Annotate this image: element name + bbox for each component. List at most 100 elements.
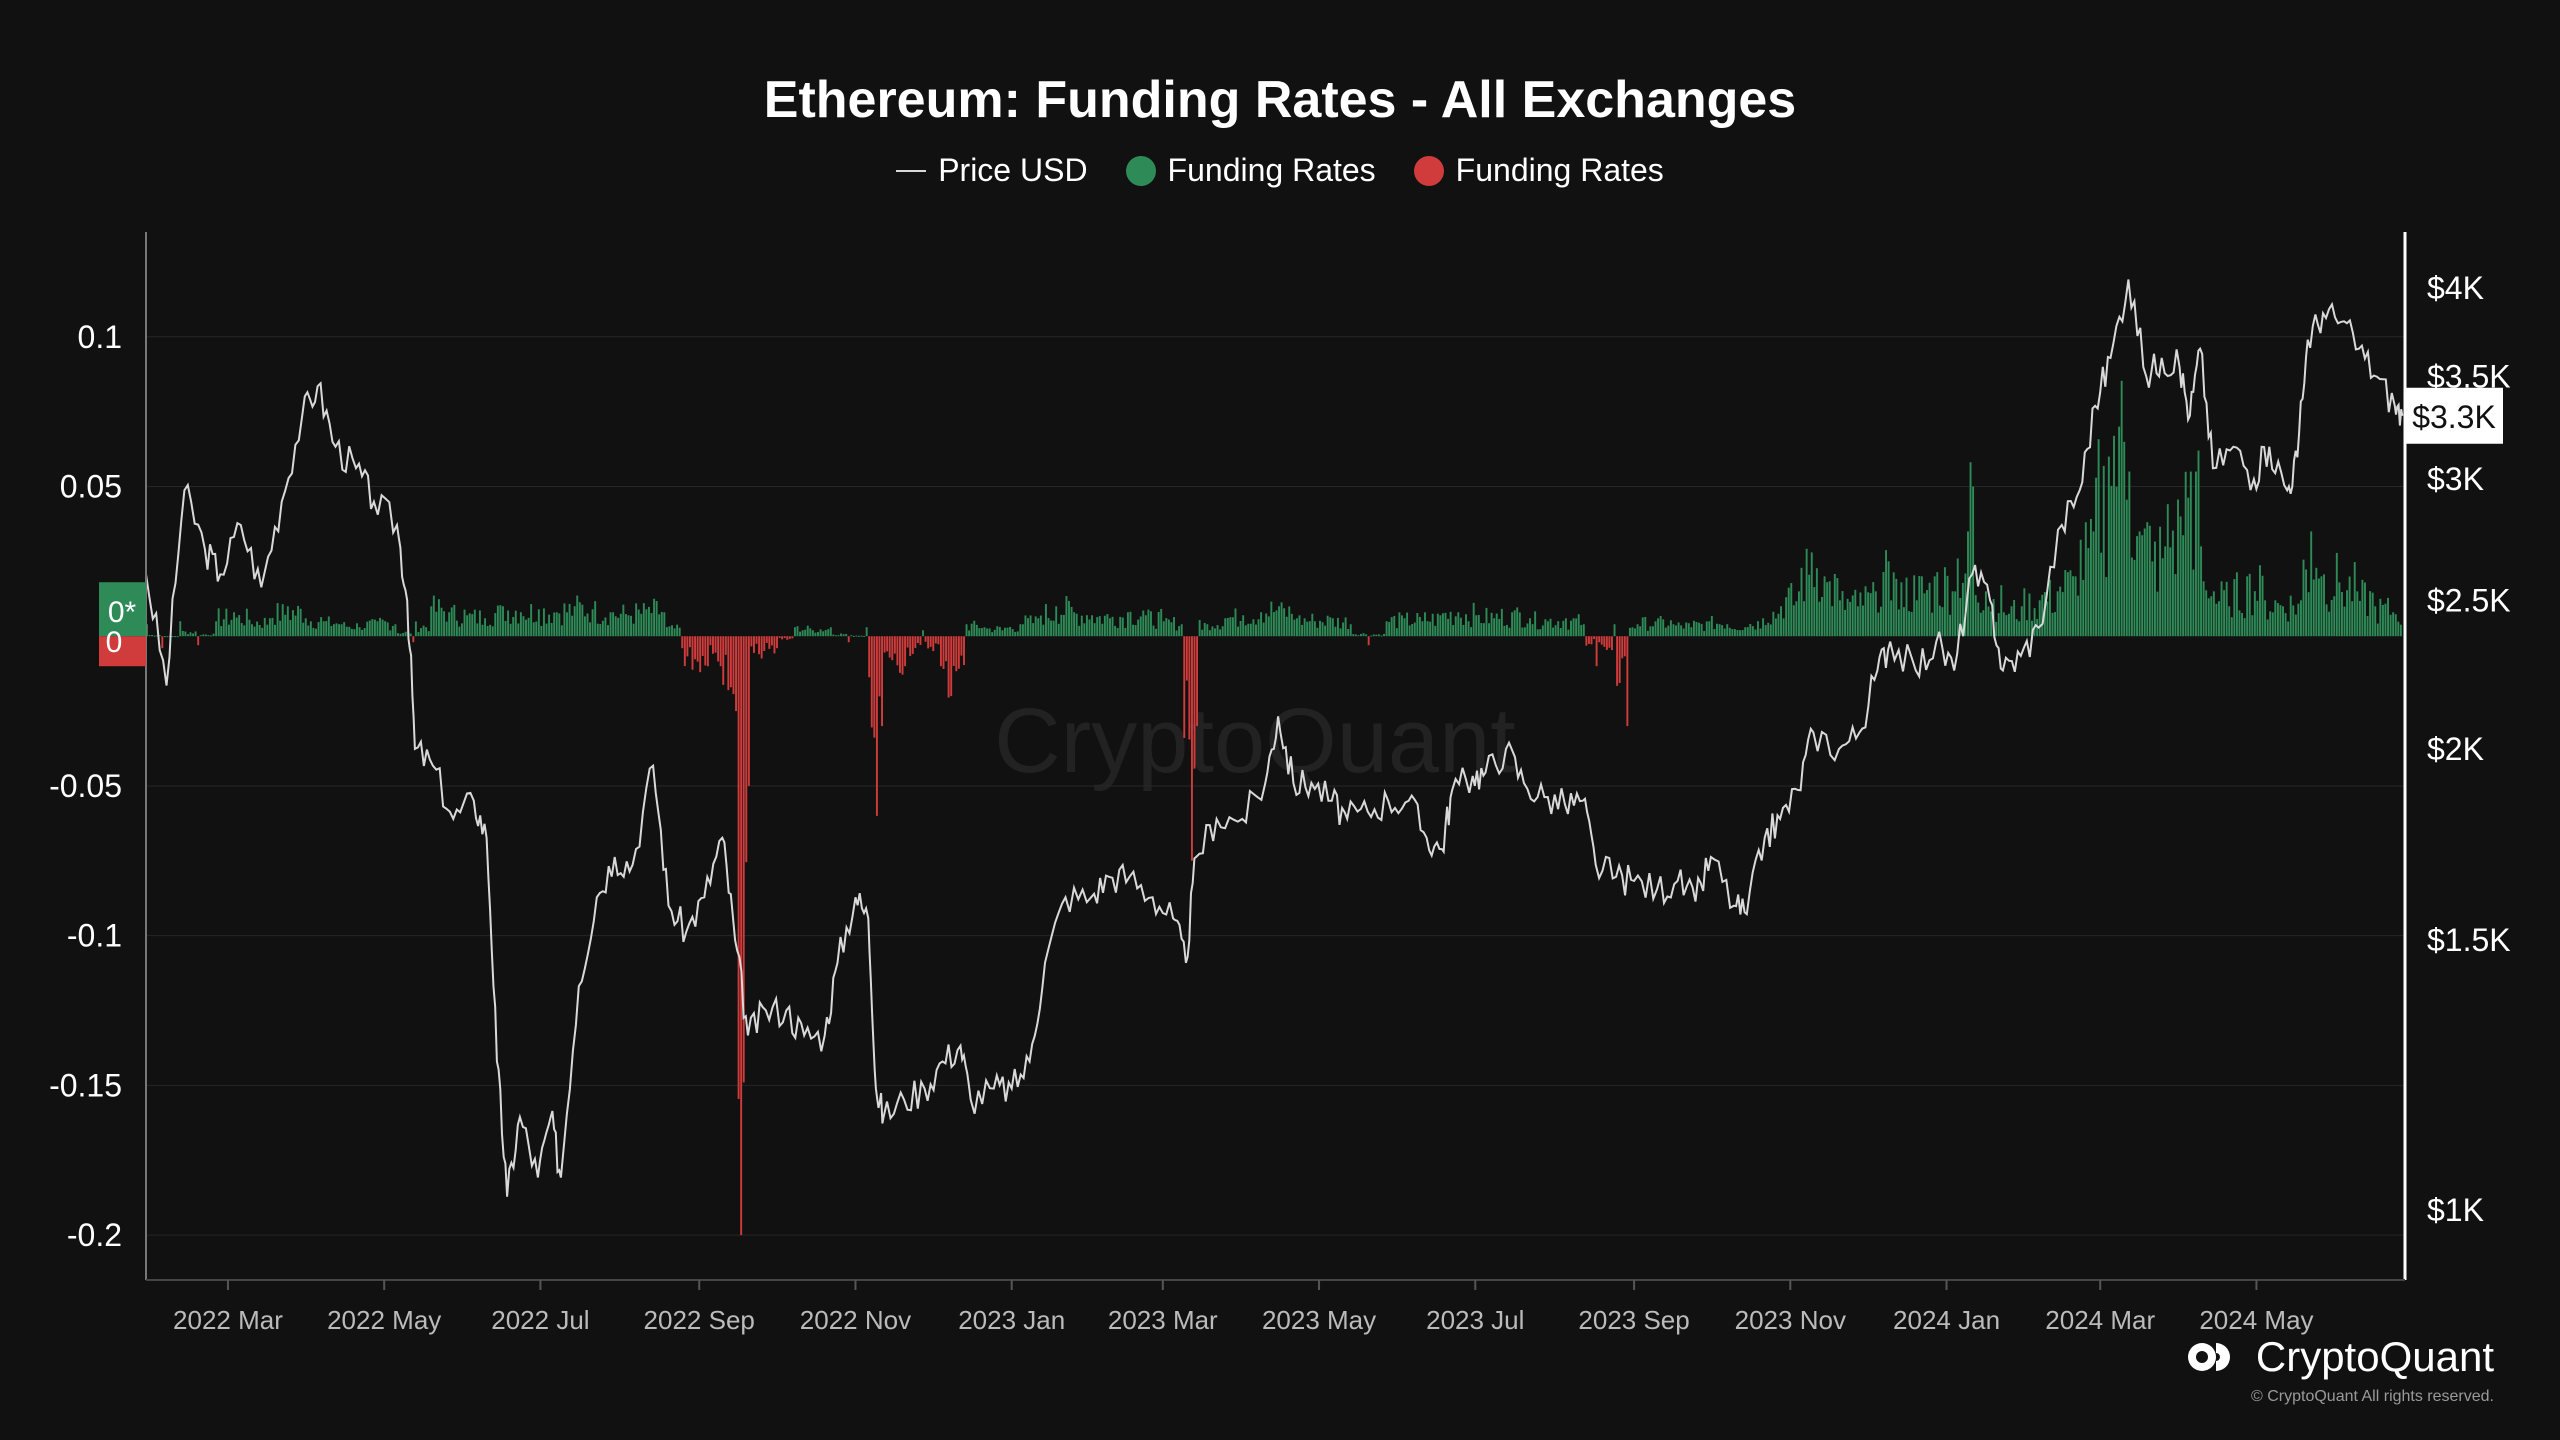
funding-rate-bar <box>1787 587 1790 637</box>
funding-rate-bar <box>681 636 684 649</box>
funding-rate-bar <box>1918 576 1921 637</box>
funding-rate-bar <box>1134 624 1137 637</box>
funding-rate-bar <box>932 636 935 652</box>
funding-rate-bar <box>555 612 558 637</box>
funding-rate-bar <box>2312 579 2315 637</box>
funding-rate-bar <box>384 621 387 637</box>
funding-rate-bar <box>2243 618 2246 637</box>
funding-rate-bar <box>904 636 907 667</box>
funding-rate-bar <box>179 621 182 637</box>
funding-rate-bar <box>2302 559 2305 637</box>
funding-rate-bar <box>2095 477 2098 637</box>
funding-rate-bar <box>2289 595 2292 637</box>
funding-rate-bar <box>942 636 945 669</box>
funding-rate-bar <box>1344 617 1347 637</box>
funding-rate-bar <box>1782 618 1785 637</box>
funding-rate-bar <box>1439 615 1442 637</box>
x-axis-tick-label: 2023 Jan <box>958 1305 1065 1335</box>
funding-rate-bar <box>1426 621 1429 637</box>
funding-rate-bar <box>1029 615 1032 637</box>
funding-rate-bar <box>1452 625 1455 637</box>
funding-rate-bar <box>2220 581 2223 637</box>
funding-rate-bar <box>1091 615 1094 637</box>
funding-rate-bar <box>455 620 458 637</box>
funding-rate-bar <box>397 633 399 637</box>
funding-rate-bar <box>1867 592 1870 637</box>
funding-rate-bar <box>294 615 297 637</box>
funding-rate-bar <box>1544 619 1547 637</box>
funding-rate-bar <box>1977 602 1980 637</box>
funding-rate-bar <box>2276 603 2279 637</box>
funding-rate-bar <box>1203 622 1206 637</box>
funding-rate-bar <box>1375 634 1378 637</box>
legend-item-funding-negative[interactable]: Funding Rates <box>1413 152 1664 189</box>
funding-rate-bar <box>2061 592 2064 637</box>
funding-rate-bar <box>353 629 356 637</box>
funding-rate-bar <box>1365 634 1368 637</box>
funding-rate-bar <box>1144 615 1147 637</box>
price-usd-line <box>145 279 2404 1197</box>
funding-rate-bar <box>1618 636 1621 684</box>
funding-rate-bar <box>289 620 292 637</box>
funding-rate-bar <box>845 633 848 637</box>
legend-item-funding-positive[interactable]: Funding Rates <box>1125 152 1376 189</box>
funding-rate-bar <box>1634 628 1636 637</box>
funding-rate-bar <box>151 635 154 637</box>
funding-rate-bar <box>532 622 535 637</box>
funding-rate-bar <box>1101 623 1104 637</box>
funding-rate-bar <box>847 636 850 643</box>
funding-rate-bar <box>2361 579 2364 637</box>
funding-rate-bar <box>865 627 868 637</box>
funding-rate-bar <box>1923 593 1926 637</box>
funding-rate-bar <box>888 636 891 658</box>
funding-rate-bar <box>2279 605 2282 637</box>
funding-rate-bar <box>535 621 538 637</box>
funding-rate-bar <box>1165 618 1168 637</box>
funding-rate-bar <box>1503 625 1506 637</box>
legend-item-price[interactable]: Price USD <box>896 152 1088 189</box>
funding-rate-bar <box>220 626 223 637</box>
funding-rate-bar <box>366 621 369 637</box>
funding-rate-bar <box>1926 590 1928 637</box>
funding-rate-bar <box>1155 628 1158 637</box>
funding-rate-bar <box>2054 612 2057 637</box>
funding-rate-bar <box>1682 628 1685 637</box>
funding-rate-bar <box>1859 592 1862 637</box>
funding-rate-bar <box>2128 471 2131 637</box>
funding-rate-bar <box>1810 552 1813 637</box>
funding-rate-bar <box>1068 600 1070 637</box>
funding-rate-bar <box>1506 624 1508 637</box>
funding-rate-bar <box>2159 526 2162 637</box>
last-price-badge-box <box>2405 387 2503 444</box>
funding-rate-bar <box>1459 617 1462 637</box>
funding-rate-bar <box>481 624 484 637</box>
funding-rate-bar <box>947 636 950 698</box>
funding-rate-bar <box>968 630 971 637</box>
funding-rate-bar <box>517 623 520 637</box>
funding-rate-bar <box>1513 610 1516 637</box>
funding-rate-bar <box>1885 550 1887 637</box>
funding-rate-bar <box>1744 627 1747 637</box>
funding-rate-bar <box>1895 578 1898 637</box>
funding-rate-bar <box>1129 611 1132 637</box>
funding-rate-bar <box>222 619 225 637</box>
funding-rate-bar <box>1949 614 1952 637</box>
funding-rate-bar <box>1493 618 1496 637</box>
left-axis-ticks: 0.1 0.05 -0.05 -0.1 -0.15 -0.2 <box>49 319 122 1253</box>
funding-rate-bar <box>261 627 264 637</box>
funding-rate-bar <box>1646 630 1649 637</box>
funding-rate-bar <box>2315 567 2318 637</box>
funding-rate-bar <box>381 619 384 637</box>
funding-rate-bar <box>1255 624 1257 637</box>
funding-rate-bar <box>727 636 730 691</box>
x-axis-tick-label: 2024 Jan <box>1893 1305 2000 1335</box>
funding-rate-bar <box>1070 606 1073 637</box>
x-axis-tick-label: 2023 Jul <box>1426 1305 1524 1335</box>
funding-rate-bar <box>507 610 510 637</box>
funding-rate-bar <box>642 603 645 637</box>
zero-badge-green <box>99 582 146 637</box>
funding-rate-bar <box>2072 576 2074 637</box>
funding-rate-bar <box>1690 627 1693 637</box>
funding-rate-bar <box>1488 623 1491 637</box>
funding-rate-bar <box>1308 621 1311 637</box>
